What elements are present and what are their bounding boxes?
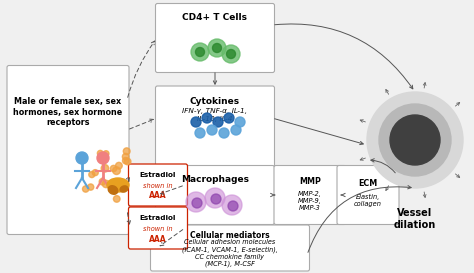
Text: shown in: shown in [143,183,173,189]
Circle shape [101,165,109,172]
Circle shape [192,198,202,208]
Circle shape [115,180,121,187]
Circle shape [390,115,440,165]
Circle shape [122,153,129,160]
Text: Estradiol: Estradiol [140,172,176,178]
Text: Cellular adhesion molecules
(ICAM-1, VCAM-1, E-selectin),
CC chemokine family
(M: Cellular adhesion molecules (ICAM-1, VCA… [182,239,278,267]
Text: Cytokines: Cytokines [190,96,240,105]
Circle shape [76,152,88,164]
Circle shape [97,150,103,156]
Circle shape [211,194,221,204]
Circle shape [113,167,120,174]
Circle shape [235,117,245,127]
Circle shape [195,128,205,138]
Circle shape [124,158,131,165]
FancyBboxPatch shape [337,165,399,224]
Circle shape [102,180,109,188]
Circle shape [202,113,212,123]
Circle shape [213,117,223,127]
Text: Estradiol: Estradiol [140,215,176,221]
FancyBboxPatch shape [151,225,310,271]
Text: shown in: shown in [143,226,173,232]
Circle shape [113,195,120,202]
Circle shape [89,171,95,178]
Circle shape [123,148,130,155]
Text: ECM: ECM [358,179,378,188]
Text: CD4+ T Cells: CD4+ T Cells [182,13,247,22]
Text: Macrophages: Macrophages [181,174,249,183]
Circle shape [227,49,236,58]
Text: MMP: MMP [299,177,321,185]
Circle shape [367,92,463,188]
Circle shape [379,104,451,176]
Text: AAA: AAA [149,235,167,244]
Circle shape [195,48,204,57]
Text: Cellular mediators: Cellular mediators [190,232,270,241]
Circle shape [186,192,206,212]
Circle shape [222,45,240,63]
Text: Male or female sex, sex
hormones, sex hormone
receptors: Male or female sex, sex hormones, sex ho… [13,97,123,127]
Circle shape [92,170,98,176]
Circle shape [82,186,89,192]
FancyBboxPatch shape [155,86,274,170]
Circle shape [231,125,241,135]
Circle shape [207,125,217,135]
Circle shape [122,158,129,164]
FancyBboxPatch shape [155,165,274,224]
Text: MMP-2,
MMP-9,
MMP-3: MMP-2, MMP-9, MMP-3 [298,191,322,211]
Ellipse shape [108,186,118,194]
Circle shape [116,162,122,169]
Circle shape [110,165,117,172]
Text: AAA: AAA [149,191,167,200]
Text: Elastin,
collagen: Elastin, collagen [354,194,382,207]
Circle shape [191,43,209,61]
Circle shape [224,113,234,123]
Circle shape [99,179,106,185]
Text: Vessel
dilation: Vessel dilation [394,208,436,230]
FancyBboxPatch shape [274,165,346,224]
Circle shape [205,188,225,208]
Circle shape [228,201,238,211]
Ellipse shape [107,178,129,192]
Circle shape [222,195,242,215]
FancyBboxPatch shape [155,4,274,73]
FancyBboxPatch shape [7,66,129,235]
Circle shape [191,117,201,127]
FancyBboxPatch shape [128,207,188,249]
Circle shape [97,152,109,164]
Ellipse shape [120,186,128,192]
Circle shape [88,184,94,190]
Circle shape [103,151,109,156]
Text: IFN-γ, TNF-α, IL-1,
IL-10, IL-4: IFN-γ, TNF-α, IL-1, IL-10, IL-4 [182,108,247,121]
Circle shape [219,128,229,138]
FancyBboxPatch shape [128,164,188,206]
Circle shape [212,43,221,52]
Circle shape [208,39,226,57]
